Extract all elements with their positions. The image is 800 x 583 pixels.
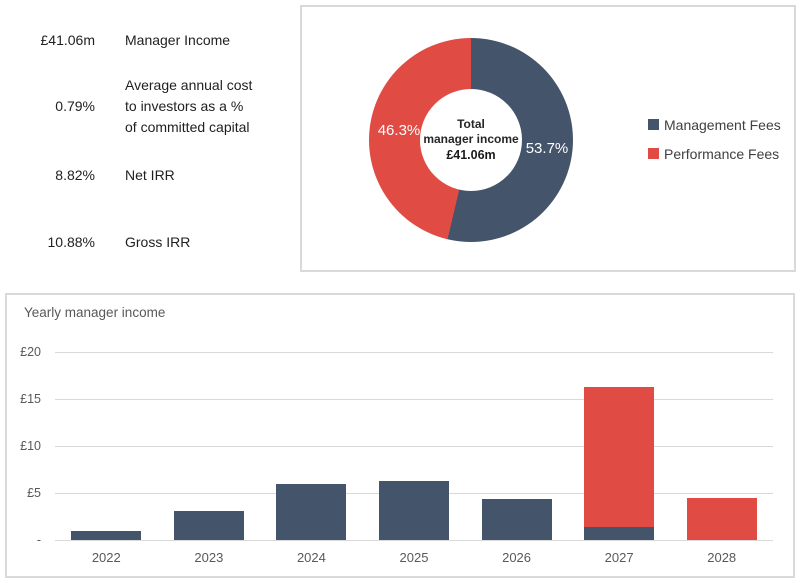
bar-segment-2022-management-fees [71,530,142,540]
y-axis-tick-label: £10 [20,439,41,453]
gridline-15 [55,399,773,400]
x-axis-label-2028: 2028 [707,550,737,565]
y-axis-tick-label: £15 [20,392,41,406]
bar-segment-2027-management-fees [584,526,655,540]
legend-label: Performance Fees [664,146,780,162]
donut-center-label: Total manager income £41.06m [420,89,522,191]
bar-segment-2027-performance-fees [584,386,655,527]
yearly-income-panel: Yearly manager income £20 £15 £10 £5 - 2022 20… [5,293,795,578]
center-label-line2: manager income [423,132,519,146]
y-axis-tick-label: £20 [20,345,41,359]
stat-value: 0.79% [55,98,95,114]
bar-segment-2023-management-fees [173,510,244,540]
center-label-total-value: £41.06m [446,148,496,162]
stat-label: Net IRR [125,167,175,183]
y-axis-tick-label: - [36,533,41,547]
donut-legend: Management Fees Performance Fees [648,116,781,174]
x-axis-label-2023: 2023 [194,550,224,565]
donut-chart: 46.3% 53.7% Total manager income £41.06m [369,38,573,242]
y-axis-tick-label: £5 [27,486,41,500]
performance-fees-pct-label: 46.3% [377,122,421,139]
fee-split-panel: 46.3% 53.7% Total manager income £41.06m… [300,5,796,272]
stat-value: 8.82% [55,167,95,183]
legend-item-management-fees: Management Fees [648,116,781,134]
stat-gross-irr: 10.88% Gross IRR [30,232,310,253]
bar-segment-2024-management-fees [276,483,347,540]
bar-chart-plot-area: £20 £15 £10 £5 - 2022 2023 2024 2025 2026 2027 2028 [7,295,793,576]
stat-label: Average annual cost to investors as a % … [125,77,253,135]
stat-value: £41.06m [40,32,95,48]
center-label-line1: Total [457,117,485,131]
legend-item-performance-fees: Performance Fees [648,145,781,163]
stat-label: Manager Income [125,32,231,48]
gridline-10 [55,446,773,447]
key-stats: £41.06m Manager Income 0.79% Average ann… [30,30,310,253]
stat-label: Gross IRR [125,234,191,250]
stat-manager-income: £41.06m Manager Income [30,30,310,51]
x-axis-label-2026: 2026 [502,550,532,565]
management-fees-pct-label: 53.7% [525,140,569,157]
gridline-0 [55,540,773,541]
bar-segment-2025-management-fees [379,480,449,540]
stat-value: 10.88% [47,234,95,250]
legend-label: Management Fees [664,117,781,133]
gridline-20 [55,352,773,353]
management-fees-swatch [648,119,659,130]
x-axis-label-2027: 2027 [604,550,634,565]
bar-segment-2028-performance-fees [686,497,757,540]
x-axis-label-2025: 2025 [399,550,429,565]
performance-fees-swatch [648,148,659,159]
stat-net-irr: 8.82% Net IRR [30,165,310,186]
bar-segment-2026-management-fees [481,498,552,540]
bar-chart-title: Yearly manager income [24,305,166,320]
x-axis-label-2024: 2024 [296,550,326,565]
stat-average-annual-cost: 0.79% Average annual cost to investors a… [30,75,310,138]
x-axis-label-2022: 2022 [91,550,121,565]
